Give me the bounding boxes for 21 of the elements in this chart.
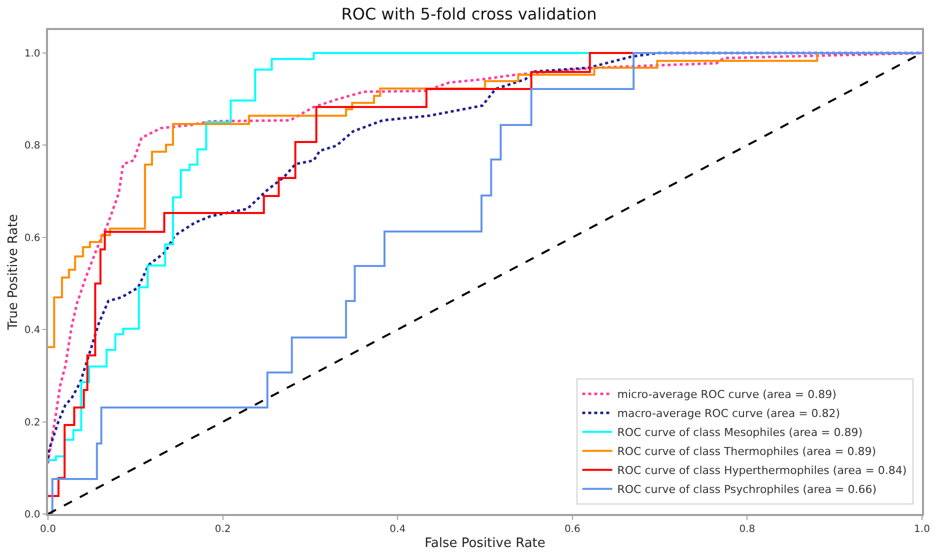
x-tick-label: 0.0: [40, 524, 56, 535]
x-tick-label: 1.0: [914, 524, 930, 535]
x-tick-label: 0.2: [214, 524, 231, 535]
y-tick-label: 1.0: [24, 48, 40, 60]
legend-label: ROC curve of class Psychrophiles (area = 0.66): [617, 483, 877, 496]
legend-label: ROC curve of class Mesophiles (area = 0.89): [617, 426, 863, 440]
legend-label: macro-average ROC curve (area = 0.82): [617, 407, 840, 420]
y-tick-label: 0.2: [24, 417, 40, 428]
x-tick-label: 0.8: [739, 524, 756, 535]
x-tick-label: 0.6: [564, 524, 580, 535]
x-tick-label: 0.4: [390, 524, 406, 535]
y-axis-title: True Positive Rate: [6, 214, 21, 331]
legend-label: ROC curve of class Thermophiles (area = 0.89): [617, 445, 876, 458]
legend-label: ROC curve of class Hyperthermophiles (area = 0.84): [617, 464, 907, 478]
x-axis-title: False Positive Rate: [424, 536, 546, 551]
y-tick-label: 0.0: [24, 510, 40, 520]
y-tick-label: 0.4: [24, 325, 40, 336]
chart-title: ROC with 5-fold cross validation: [341, 4, 597, 24]
y-tick-label: 0.8: [24, 140, 40, 152]
y-tick-label: 0.6: [24, 232, 40, 244]
legend-label: micro-average ROC curve (area = 0.89): [617, 388, 836, 402]
